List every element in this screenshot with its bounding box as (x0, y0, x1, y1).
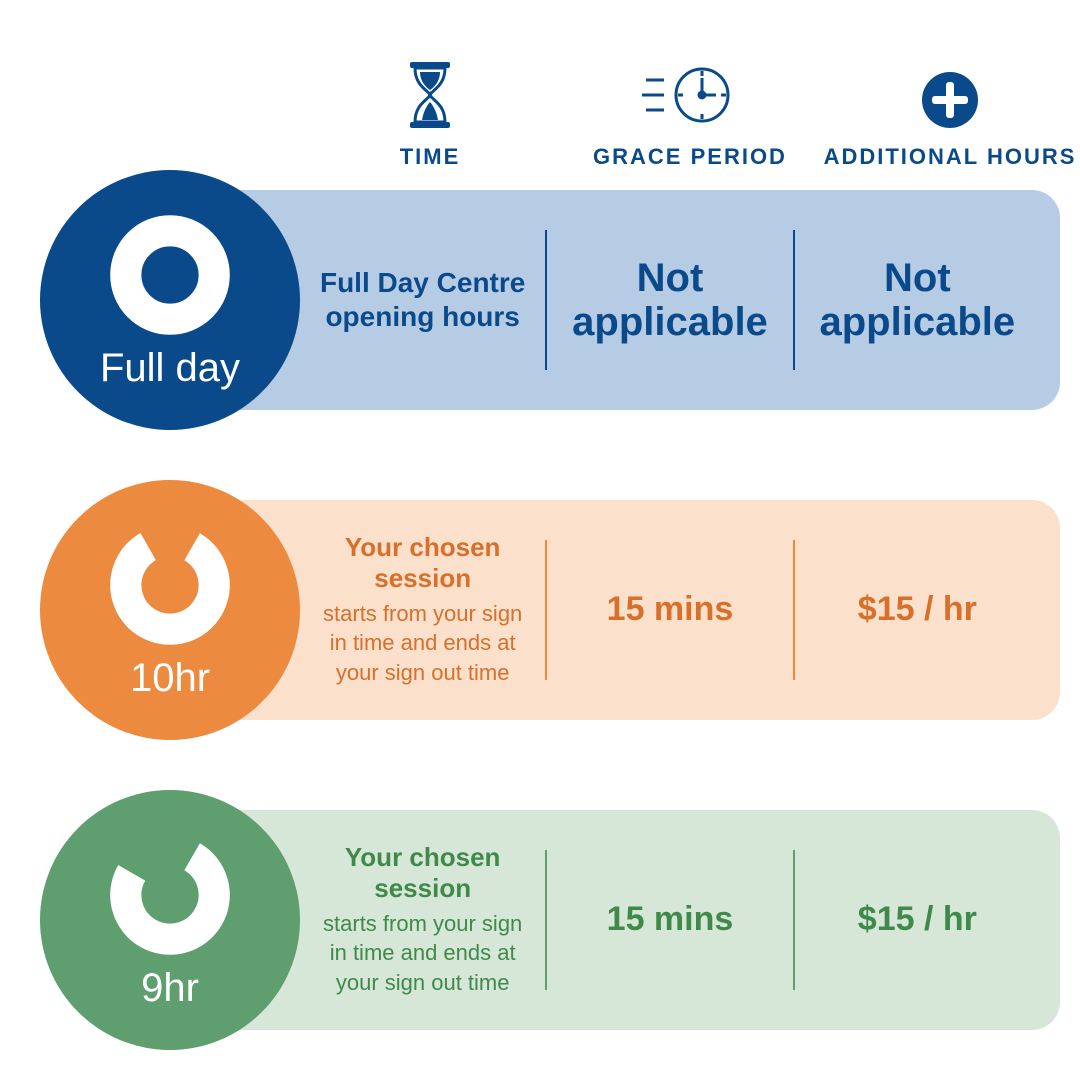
header-spacer (0, 30, 300, 170)
header-label-grace: GRACE PERIOD (593, 144, 787, 170)
badge-10hr: 10hr (40, 480, 300, 740)
row-inner-10hr: Your chosen session starts from your sig… (300, 500, 1040, 720)
badge-label-9hr: 9hr (141, 966, 199, 1011)
header-col-time: TIME (300, 30, 560, 170)
ring-partial-9hr-icon (105, 830, 235, 960)
hourglass-icon (400, 60, 460, 130)
additional-fullday: Not applicable (813, 256, 1022, 344)
badge-fullday: Full day (40, 170, 300, 430)
grace-9hr: 15 mins (607, 901, 734, 938)
badge-label-fullday: Full day (100, 346, 240, 391)
plus-circle-icon (920, 70, 980, 130)
clock-speed-icon (640, 60, 740, 130)
header-row: TIME GRACE PERIOD ADDITI (0, 30, 1080, 170)
header-label-additional: ADDITIONAL HOURS (824, 144, 1077, 170)
header-label-time: TIME (400, 144, 461, 170)
time-sub-10hr: starts from your sign in time and ends a… (318, 599, 527, 688)
ring-full-icon (105, 210, 235, 340)
row-inner-fullday: Full Day Centre opening hours Not applic… (300, 190, 1040, 410)
header-col-additional: ADDITIONAL HOURS (820, 30, 1080, 170)
time-sub-9hr: starts from your sign in time and ends a… (318, 909, 527, 998)
additional-9hr: $15 / hr (858, 901, 977, 938)
time-title-9hr: Your chosen session (318, 842, 527, 904)
ring-partial-10hr-icon (105, 520, 235, 650)
cell-time-fullday: Full Day Centre opening hours (300, 190, 545, 410)
cell-additional-10hr: $15 / hr (795, 500, 1040, 720)
additional-10hr: $15 / hr (858, 591, 977, 628)
row-inner-9hr: Your chosen session starts from your sig… (300, 810, 1040, 1030)
time-title-10hr: Your chosen session (318, 532, 527, 594)
cell-additional-9hr: $15 / hr (795, 810, 1040, 1030)
badge-label-10hr: 10hr (130, 656, 210, 701)
cell-time-10hr: Your chosen session starts from your sig… (300, 500, 545, 720)
header-col-grace: GRACE PERIOD (560, 30, 820, 170)
time-title-fullday: Full Day Centre opening hours (318, 266, 527, 333)
cell-time-9hr: Your chosen session starts from your sig… (300, 810, 545, 1030)
cell-grace-10hr: 15 mins (547, 500, 792, 720)
grace-10hr: 15 mins (607, 591, 734, 628)
cell-grace-fullday: Not applicable (547, 190, 792, 410)
cell-grace-9hr: 15 mins (547, 810, 792, 1030)
badge-9hr: 9hr (40, 790, 300, 1050)
grace-fullday: Not applicable (565, 256, 774, 344)
cell-additional-fullday: Not applicable (795, 190, 1040, 410)
